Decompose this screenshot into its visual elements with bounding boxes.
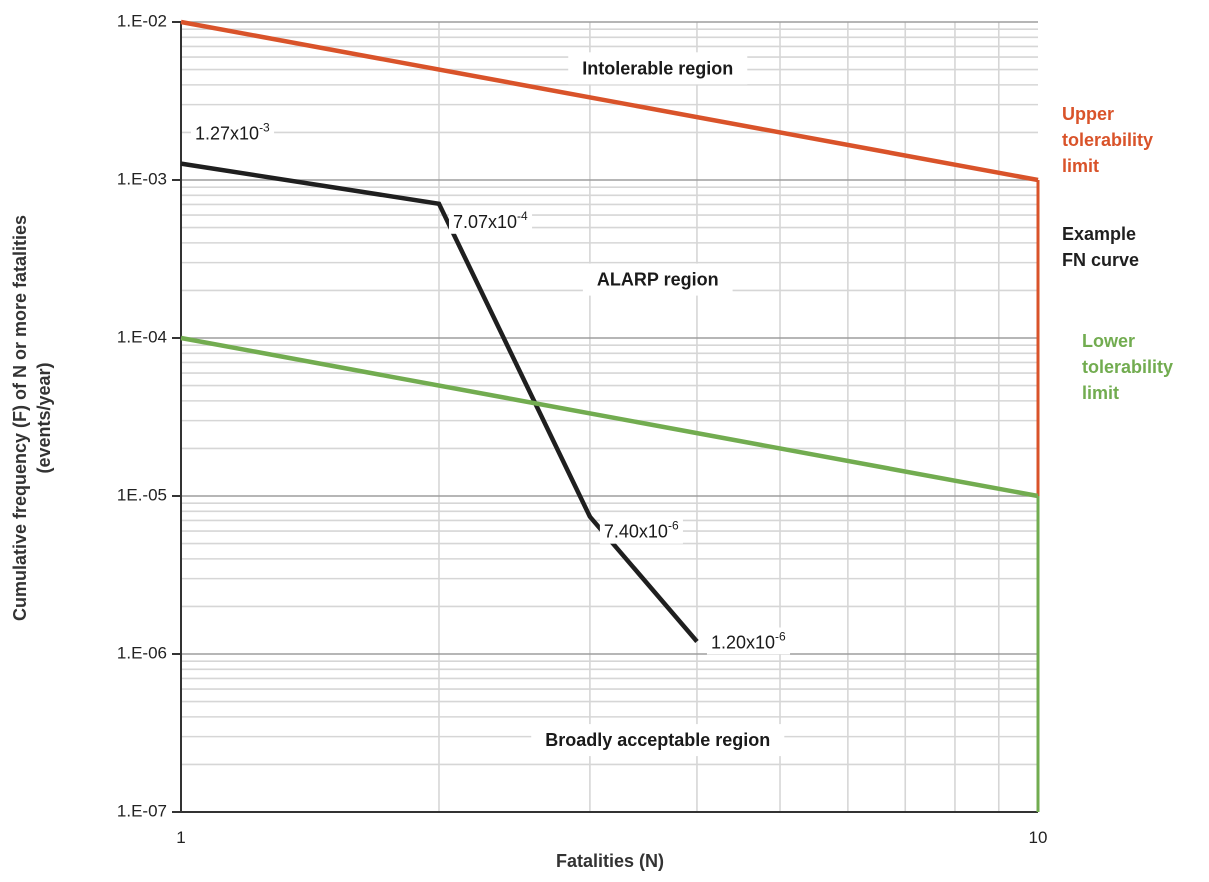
point-label-text: 1.20x10-6 [711,629,786,652]
point-label-mantissa: 7.40x10 [604,522,668,542]
point-label-exponent: -4 [517,209,528,223]
legend: Upper tolerability limit Example FN curve Low… [1062,104,1173,403]
series-lines [180,19,1039,643]
axes [172,21,1038,813]
point-label-mantissa: 1.20x10 [711,632,775,652]
point-label-text: 7.07x10-4 [453,209,528,232]
point-label-mantissa: 1.27x10 [195,124,259,144]
region-label-alarp: ALARP region [582,263,733,296]
legend-text-line: FN curve [1062,250,1139,270]
point-label-exponent: -6 [775,629,786,643]
y-tick-label: 1.E-03 [117,169,167,188]
y-tick-label: 1.E-06 [117,643,167,662]
point-label: 1.20x10-6 [706,627,791,655]
point-label-text: 7.40x10-6 [604,519,679,542]
tick-labels: 1.E-02 1.E-03 1.E-04 1E.-05 1.E-06 1.E-07 1 10 [117,11,1048,847]
legend-text-line: tolerability [1062,130,1153,150]
region-label-broadly: Broadly acceptable region [531,724,785,757]
example-fn-curve [180,161,699,643]
y-tick-label: 1E.-05 [117,485,167,504]
y-axis-title-line2: (events/year) [34,362,54,473]
region-labels: Intolerable region ALARP region Broadly ac… [531,52,785,757]
legend-text-line: tolerability [1082,357,1173,377]
legend-text-line: Example [1062,224,1136,244]
region-label-text: ALARP region [597,270,719,290]
legend-example: Example FN curve [1062,224,1139,270]
region-label-intolerable: Intolerable region [568,52,748,85]
point-label-mantissa: 7.07x10 [453,212,517,232]
upper-tolerability-line [180,19,1039,183]
region-label-bg [531,724,785,757]
y-tick-label: 1.E-02 [117,11,167,30]
point-label-bg [599,516,683,544]
point-label-text: 1.27x10-3 [195,121,270,144]
region-label-text: Broadly acceptable region [545,730,770,750]
point-label-exponent: -3 [259,121,270,135]
point-label-bg [448,206,533,234]
point-labels: 1.27x10-37.07x10-47.40x10-61.20x10-6 [191,118,791,655]
region-label-bg [568,52,748,85]
legend-lower: Lower tolerability limit [1082,331,1173,403]
legend-text-line: limit [1062,156,1099,176]
region-label-bg [582,263,733,296]
legend-text-line: limit [1082,383,1119,403]
point-label-bg [191,118,275,146]
legend-upper: Upper tolerability limit [1062,104,1153,176]
y-tick-label: 1.E-04 [117,327,167,346]
y-tick-label: 1.E-07 [117,801,167,820]
point-label-exponent: -6 [668,519,679,533]
x-axis-title: Fatalities (N) [556,851,664,871]
legend-text-line: Lower [1082,331,1135,351]
lower-tolerability-line [180,335,1039,499]
x-tick-label: 1 [176,828,185,847]
region-label-text: Intolerable region [582,58,733,78]
point-label: 7.07x10-4 [448,206,533,234]
y-axis-title-line1: Cumulative frequency (F) of N or more fa… [10,215,30,621]
point-label: 7.40x10-6 [599,516,683,544]
point-label: 1.27x10-3 [191,118,275,146]
x-tick-label: 10 [1029,828,1048,847]
legend-text-line: Upper [1062,104,1114,124]
point-label-bg [706,627,791,655]
